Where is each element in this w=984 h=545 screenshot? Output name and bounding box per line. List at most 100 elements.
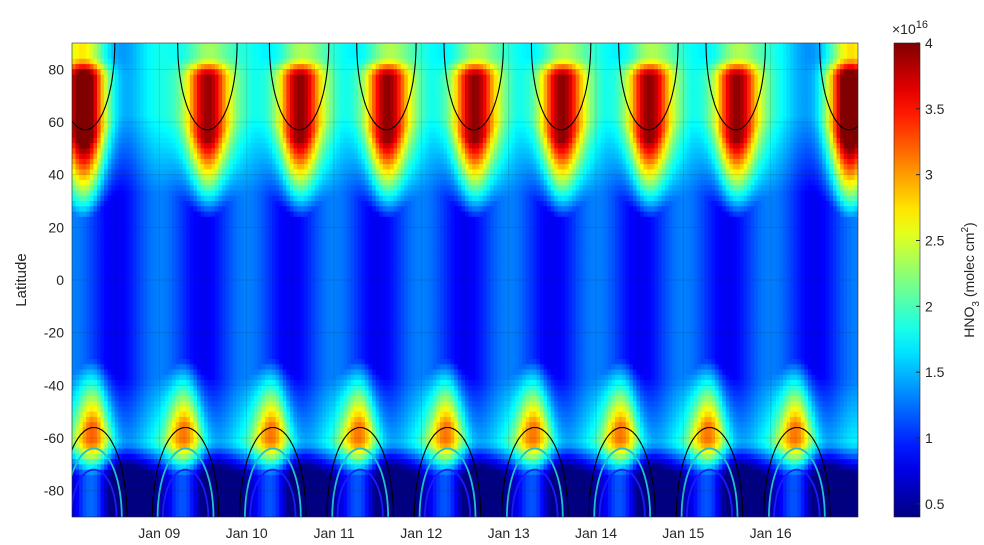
heatmap-cell [90,417,94,423]
heatmap-cell [79,464,83,470]
heatmap-cell [104,90,108,96]
heatmap-cell [111,348,115,354]
heatmap-cell [258,443,262,449]
heatmap-cell [183,138,187,144]
heatmap-cell [129,159,133,165]
heatmap-cell [222,69,226,75]
heatmap-cell [222,75,226,81]
heatmap-cell [140,391,144,397]
heatmap-cell [158,227,162,233]
heatmap-cell [101,338,105,344]
heatmap-cell [161,296,165,302]
heatmap-cell [258,43,262,49]
heatmap-cell [143,291,147,297]
heatmap-cell [176,259,180,265]
heatmap-cell [111,291,115,297]
heatmap-cell [247,85,251,91]
heatmap-cell [222,506,226,512]
heatmap-cell [118,438,122,444]
heatmap-cell [154,317,158,323]
heatmap-cell [76,306,80,312]
heatmap-cell [161,90,165,96]
heatmap-cell [161,291,165,297]
heatmap-cell [254,449,258,455]
heatmap-cell [172,280,176,286]
heatmap-cell [258,359,262,365]
heatmap-cell [215,138,219,144]
heatmap-cell [226,491,230,497]
heatmap-cell [168,233,172,239]
heatmap-cell [183,148,187,154]
heatmap-cell [211,354,215,360]
heatmap-cell [72,296,76,302]
heatmap-cell [254,227,258,233]
heatmap-cell [226,427,230,433]
heatmap-cell [133,248,137,254]
heatmap-cell [93,185,97,191]
heatmap-cell [97,296,101,302]
heatmap-cell [190,343,194,349]
heatmap-cell [83,175,87,181]
heatmap-cell [190,322,194,328]
heatmap-cell [79,306,83,312]
heatmap-cell [168,280,172,286]
heatmap-cell [165,343,169,349]
heatmap-cell [140,506,144,512]
heatmap-cell [83,280,87,286]
heatmap-cell [176,391,180,397]
heatmap-cell [122,464,126,470]
heatmap-cell [83,269,87,275]
heatmap-cell [258,370,262,376]
heatmap-cell [218,201,222,207]
heatmap-cell [236,69,240,75]
heatmap-cell [211,243,215,249]
heatmap-cell [122,449,126,455]
heatmap-cell [108,422,112,428]
heatmap-cell [211,427,215,433]
heatmap-cell [161,406,165,412]
heatmap-cell [90,196,94,202]
heatmap-cell [222,459,226,465]
heatmap-cell [151,69,155,75]
heatmap-cell [233,491,237,497]
heatmap-cell [79,59,83,65]
heatmap-cell [172,422,176,428]
heatmap-cell [143,396,147,402]
heatmap-cell [140,217,144,223]
heatmap-cell [115,406,119,412]
heatmap-cell [254,306,258,312]
heatmap-cell [269,206,273,212]
heatmap-cell [208,422,212,428]
heatmap-cell [161,122,165,128]
heatmap-cell [201,375,205,381]
heatmap-cell [122,217,126,223]
heatmap-cell [201,269,205,275]
heatmap-cell [254,122,258,128]
heatmap-cell [233,333,237,339]
heatmap-cell [133,69,137,75]
heatmap-cell [111,364,115,370]
heatmap-cell [190,154,194,160]
heatmap-cell [93,338,97,344]
heatmap-cell [215,85,219,91]
heatmap-cell [86,196,90,202]
heatmap-cell [261,338,265,344]
heatmap-cell [122,243,126,249]
heatmap-cell [83,412,87,418]
heatmap-cell [133,233,137,239]
heatmap-cell [147,243,151,249]
heatmap-cell [240,96,244,102]
heatmap-cell [168,359,172,365]
heatmap-cell [197,438,201,444]
heatmap-cell [261,396,265,402]
heatmap-cell [158,291,162,297]
heatmap-cell [204,480,208,486]
heatmap-cell [211,101,215,107]
heatmap-cell [118,375,122,381]
heatmap-cell [115,370,119,376]
heatmap-cell [115,138,119,144]
heatmap-cell [179,459,183,465]
heatmap-cell [226,475,230,481]
heatmap-cell [129,48,133,54]
heatmap-cell [211,338,215,344]
